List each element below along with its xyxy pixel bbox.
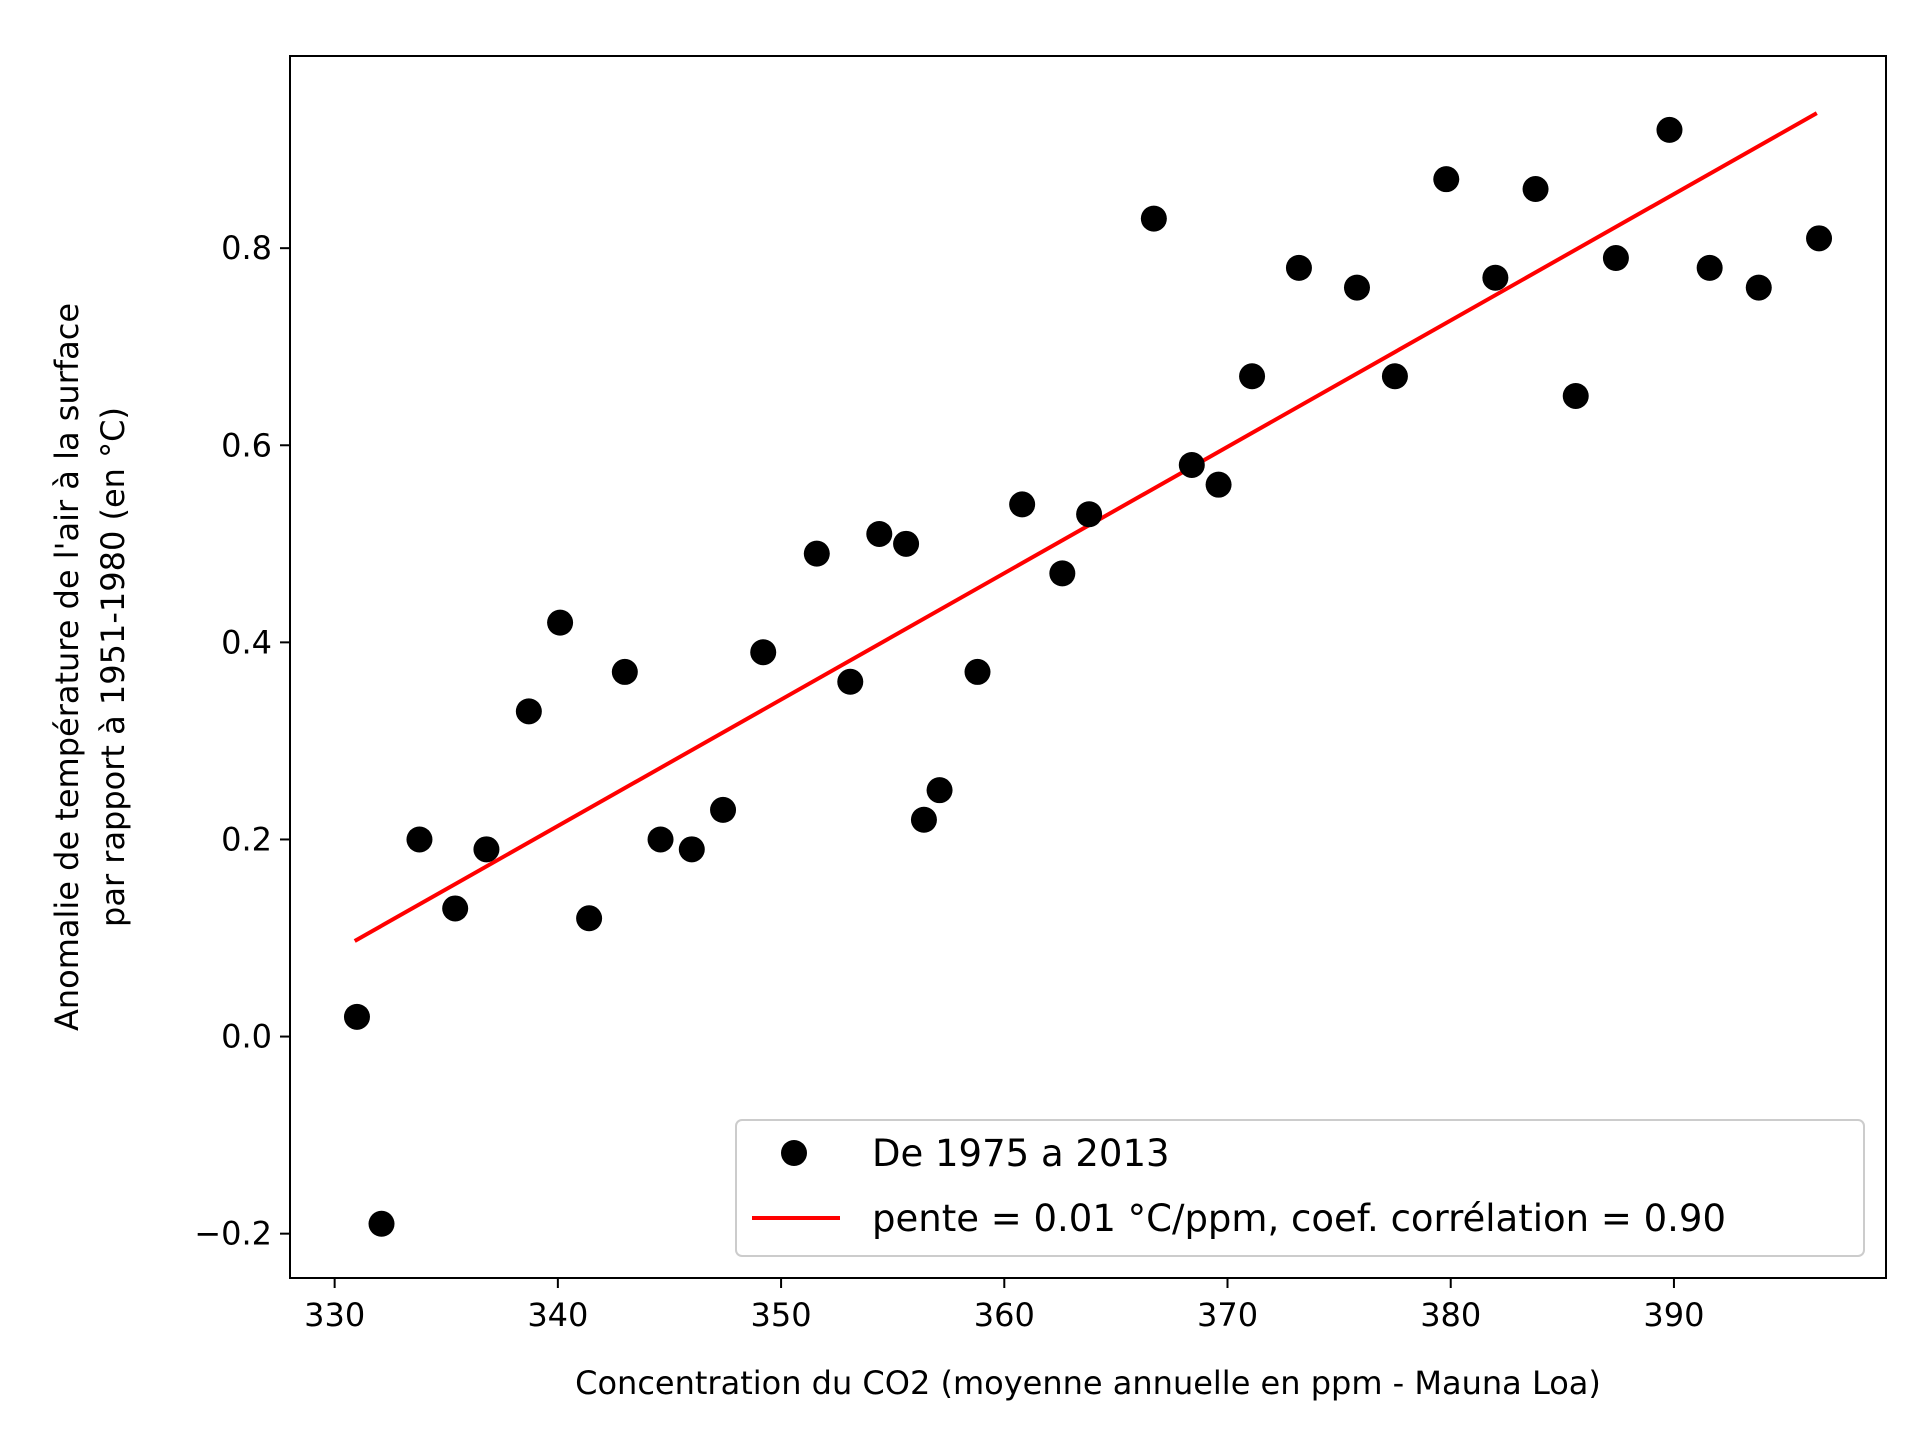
data-point (1239, 363, 1266, 390)
legend: De 1975 a 2013 pente = 0.01 °C/ppm, coef… (735, 1119, 1865, 1257)
data-point (803, 540, 830, 567)
data-point (866, 520, 893, 547)
data-point (1482, 264, 1509, 291)
data-point (473, 836, 500, 863)
data-point (1178, 451, 1205, 478)
data-point (1009, 491, 1036, 518)
y-axis-label: Anomalie de température de l'air à la su… (48, 303, 132, 1031)
x-tick-label: 370 (1197, 1296, 1258, 1334)
data-point (1381, 363, 1408, 390)
x-tick-label: 390 (1643, 1296, 1704, 1334)
data-point (1745, 274, 1772, 301)
data-point (442, 895, 469, 922)
data-point (647, 826, 674, 853)
data-point (750, 639, 777, 666)
data-point (343, 1003, 370, 1030)
data-point (1140, 205, 1167, 232)
legend-marker-scatter (781, 1140, 807, 1166)
y-tick-label: 0.6 (221, 426, 272, 464)
y-axis-ticks: −0.2 0.0 0.2 0.4 0.6 0.8 (194, 229, 290, 1253)
y-axis-label-line1: Anomalie de température de l'air à la su… (48, 303, 86, 1031)
data-point (1049, 560, 1076, 587)
data-point (1285, 254, 1312, 281)
y-axis-label-line2: par rapport à 1951-1980 (en °C) (94, 407, 132, 927)
y-tick-label: −0.2 (194, 1215, 272, 1253)
data-point (910, 806, 937, 833)
x-tick-label: 330 (304, 1296, 365, 1334)
data-point (1343, 274, 1370, 301)
data-point (926, 777, 953, 804)
x-tick-label: 340 (527, 1296, 588, 1334)
data-point (1696, 254, 1723, 281)
x-tick-label: 380 (1420, 1296, 1481, 1334)
regression-line (353, 111, 1818, 943)
data-point (547, 609, 574, 636)
data-point (678, 836, 705, 863)
y-tick-label: 0.8 (221, 229, 272, 267)
data-point (1656, 116, 1683, 143)
legend-label-line: pente = 0.01 °C/ppm, coef. corrélation =… (872, 1197, 1726, 1240)
data-point (837, 668, 864, 695)
data-point (1522, 176, 1549, 203)
plot-frame (289, 55, 1887, 1279)
data-point (611, 658, 638, 685)
data-point (1602, 245, 1629, 272)
y-tick-label: 0.2 (221, 820, 272, 858)
x-axis-ticks: 330 340 350 360 370 380 390 (304, 1278, 1704, 1334)
data-point (710, 796, 737, 823)
data-point (964, 658, 991, 685)
x-tick-label: 360 (974, 1296, 1035, 1334)
data-point (1433, 166, 1460, 193)
legend-label-scatter: De 1975 a 2013 (872, 1132, 1170, 1175)
data-point (1806, 225, 1833, 252)
data-point (406, 826, 433, 853)
y-tick-label: 0.0 (221, 1018, 272, 1056)
data-point (1076, 501, 1103, 528)
data-point (893, 530, 920, 557)
data-point (515, 698, 542, 725)
legend-box (735, 1119, 1865, 1257)
data-point (576, 905, 603, 932)
x-axis-label: Concentration du CO2 (moyenne annuelle e… (575, 1364, 1601, 1402)
data-point (1562, 382, 1589, 409)
data-points (343, 116, 1833, 1237)
data-point (1205, 471, 1232, 498)
y-tick-label: 0.4 (221, 623, 272, 661)
x-tick-label: 350 (751, 1296, 812, 1334)
data-point (368, 1210, 395, 1237)
